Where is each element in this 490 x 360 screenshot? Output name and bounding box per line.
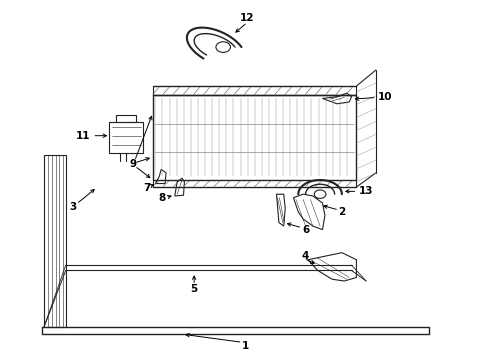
Text: 6: 6: [302, 225, 309, 235]
Text: 8: 8: [158, 193, 165, 203]
Text: 4: 4: [302, 251, 309, 261]
Text: 11: 11: [75, 131, 90, 141]
Text: 12: 12: [240, 13, 255, 23]
Text: 2: 2: [338, 207, 345, 217]
Text: 1: 1: [242, 341, 248, 351]
Text: 5: 5: [191, 284, 198, 294]
Text: 7: 7: [144, 183, 151, 193]
Text: 13: 13: [359, 186, 373, 196]
Bar: [109, 122, 143, 153]
Text: 9: 9: [129, 159, 136, 169]
Bar: [153, 95, 356, 180]
Text: 3: 3: [70, 202, 76, 212]
Bar: [116, 115, 137, 122]
Text: 10: 10: [378, 93, 392, 102]
